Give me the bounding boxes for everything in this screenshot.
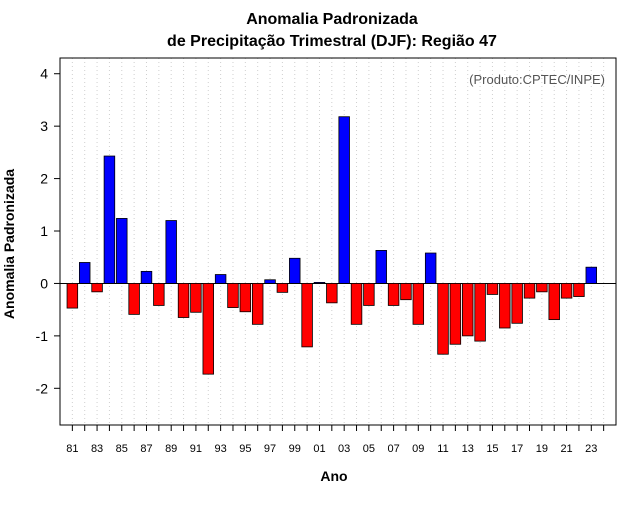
x-tick-label: 17 (511, 443, 523, 455)
x-tick-label: 13 (462, 443, 474, 455)
bar-2009 (412, 283, 425, 325)
bar-1995 (239, 283, 252, 313)
x-tick-label: 01 (313, 443, 325, 455)
x-tick-label: 11 (437, 443, 448, 455)
bar-2006 (375, 250, 387, 284)
grid-lines (71, 58, 605, 425)
x-tick-label: 97 (264, 443, 276, 455)
bar-2011 (437, 283, 449, 355)
bar-1985 (116, 218, 128, 284)
x-tick-label: 85 (116, 443, 128, 455)
bar-2013 (462, 283, 474, 337)
bar-2017 (511, 283, 523, 324)
chart-title-line-1: Anomalia Padronizada (246, 11, 418, 28)
bar-2002 (326, 283, 338, 304)
bar-2014 (474, 283, 486, 342)
y-tick-label: -1 (36, 328, 49, 344)
bar-2023 (585, 266, 598, 284)
x-tick-label: 81 (66, 443, 78, 455)
bar-1997 (264, 279, 276, 284)
bar-2019 (536, 283, 548, 293)
y-tick-label: 1 (40, 223, 48, 239)
bar-1984 (103, 155, 116, 284)
x-tick-label: 09 (412, 443, 424, 455)
bar-1981 (66, 283, 79, 309)
bar-2004 (350, 283, 363, 325)
bar-1988 (153, 283, 165, 306)
x-tick-label: 03 (338, 443, 350, 455)
bar-2021 (560, 283, 573, 299)
bar-1994 (227, 283, 239, 308)
bar-2005 (363, 283, 375, 306)
bar-1986 (128, 283, 140, 315)
plot-frame (59, 57, 617, 426)
bar-1996 (251, 283, 264, 325)
bar-1998 (276, 283, 289, 293)
bar-2016 (499, 283, 511, 329)
x-axis: 81 83 85 87 89 91 93 95 97 99 01 03 05 07 09 11 13 15 17 19… (66, 425, 605, 455)
x-tick-label: 93 (214, 443, 226, 455)
x-tick-label: 07 (387, 443, 399, 455)
x-tick-label: 05 (363, 443, 375, 455)
x-tick-label: 23 (585, 443, 597, 455)
bar-2003 (338, 116, 350, 284)
y-tick-label: 3 (40, 118, 48, 134)
bar-2015 (486, 283, 499, 295)
bar-1982 (78, 262, 91, 284)
y-tick-label: 4 (40, 66, 48, 82)
bar-2012 (449, 283, 462, 345)
x-tick-label: 15 (486, 443, 498, 455)
x-tick-label: 91 (190, 443, 202, 455)
x-tick-label: 99 (289, 443, 301, 455)
y-tick-label: -2 (36, 380, 49, 396)
bars (66, 116, 598, 375)
chart-title-line-2: de Precipitação Trimestral (DJF): Região… (167, 33, 497, 50)
bar-2018 (523, 283, 536, 299)
bar-2007 (387, 283, 400, 306)
y-tick-label: 0 (40, 275, 48, 291)
y-tick-label: 2 (40, 171, 48, 187)
bar-1991 (190, 283, 202, 313)
x-tick-label: 83 (91, 443, 103, 455)
x-tick-label: 87 (140, 443, 152, 455)
bar-1990 (177, 283, 190, 318)
source-annotation: (Produto:CPTEC/INPE) (469, 72, 605, 87)
bar-1987 (140, 270, 153, 284)
bar-2008 (400, 283, 412, 301)
bar-1999 (289, 257, 301, 284)
bar-1993 (214, 274, 227, 284)
bar-2010 (424, 252, 437, 284)
y-axis-title: Anomalia Padronizada (1, 169, 17, 319)
x-axis-title: Ano (320, 468, 347, 484)
x-tick-label: 95 (239, 443, 251, 455)
y-axis: -2 -1 0 1 2 3 4 (36, 66, 60, 396)
bar-2000 (301, 283, 313, 348)
bar-1983 (91, 283, 103, 293)
bar-1989 (165, 220, 177, 284)
bar-1992 (202, 283, 214, 375)
bar-2001 (313, 281, 326, 284)
x-tick-label: 19 (536, 443, 548, 455)
bar-2020 (548, 283, 560, 321)
bar-2022 (573, 283, 585, 297)
x-tick-label: 89 (165, 443, 177, 455)
x-tick-label: 21 (560, 443, 572, 455)
